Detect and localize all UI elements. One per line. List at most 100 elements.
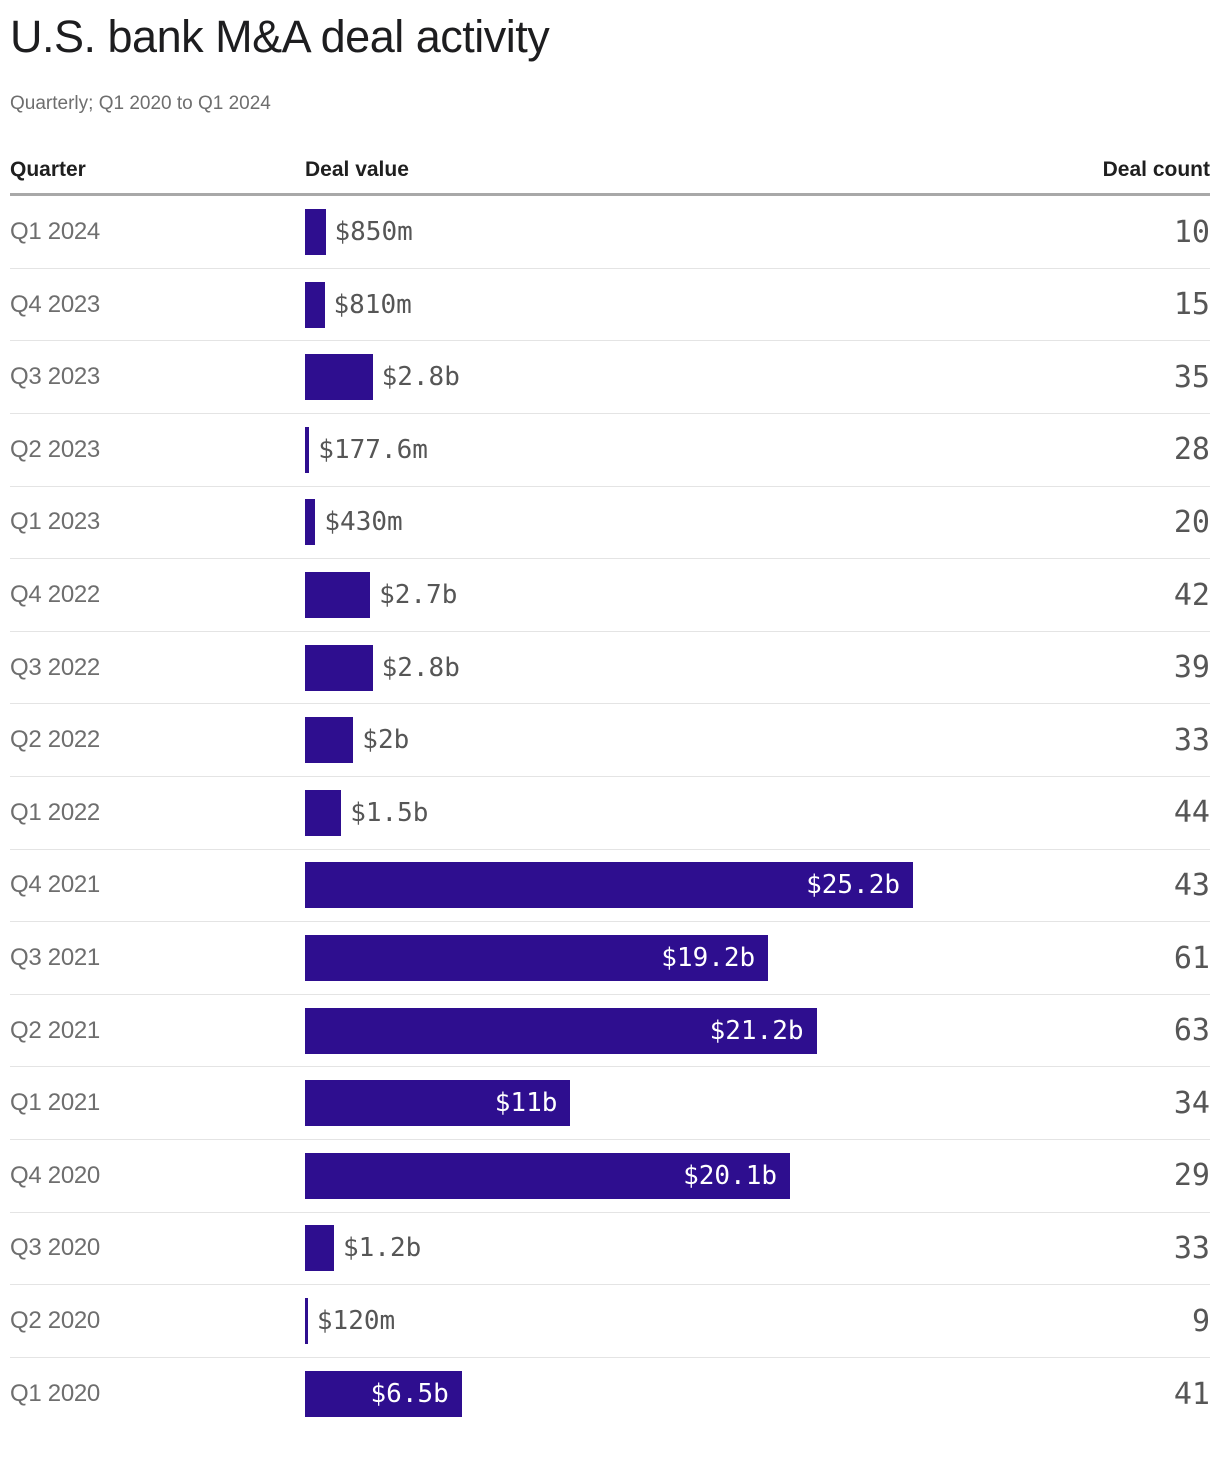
table-row: Q4 2020 $20.1b 29: [10, 1140, 1210, 1213]
deal-count: 41: [1173, 1376, 1210, 1412]
table-row: Q1 2022 $1.5b 44: [10, 777, 1210, 850]
bar-value-label-outside: $1.5b: [350, 797, 429, 828]
deal-count: 29: [1173, 1158, 1210, 1194]
quarter-label: Q2 2023: [10, 435, 100, 463]
table-row: Q4 2021 $25.2b 43: [10, 850, 1210, 923]
table-row: Q1 2021 $11b 34: [10, 1067, 1210, 1141]
deal-count: 42: [1173, 577, 1210, 613]
bar-value-label-outside: $430m: [324, 507, 403, 538]
table-row: Q2 2021 $21.2b 63: [10, 995, 1210, 1068]
deal-value-bar: $20.1b: [305, 1152, 790, 1199]
deal-value-bar: [305, 499, 316, 546]
quarter-label: Q1 2020: [10, 1380, 100, 1408]
deal-value-cell: $2.8b: [305, 354, 1090, 401]
column-header-quarter: Quarter: [10, 158, 86, 182]
table-row: Q4 2023 $810m 15: [10, 269, 1210, 342]
table-row: Q3 2022 $2.8b 39: [10, 632, 1210, 705]
table-row: Q2 2022 $2b 33: [10, 704, 1210, 778]
deal-value-bar: [305, 281, 325, 328]
deal-value-cell: $21.2b: [305, 1007, 1090, 1054]
table-row: Q1 2023 $430m 20: [10, 487, 1210, 560]
page-title: U.S. bank M&A deal activity: [10, 11, 550, 62]
bar-value-label-inside: $19.2b: [661, 943, 756, 974]
bar-value-label-inside: $25.2b: [806, 870, 900, 901]
bar-value-label-outside: $2b: [362, 725, 410, 756]
page-subtitle: Quarterly; Q1 2020 to Q1 2024: [10, 92, 271, 114]
bar-value-label-outside: $177.6m: [318, 434, 428, 465]
deal-value-bar: [305, 354, 373, 401]
deal-count: 28: [1173, 432, 1210, 468]
deal-value-bar: [305, 789, 342, 836]
deal-value-bar: [305, 572, 371, 619]
deal-value-cell: $6.5b: [305, 1371, 1090, 1418]
table-row: Q1 2024 $850m 10: [10, 196, 1210, 269]
table-row: Q4 2022 $2.7b 42: [10, 559, 1210, 632]
deal-value-bar: [305, 644, 373, 691]
deal-value-cell: $850m: [305, 209, 1090, 256]
deal-value-cell: $120m: [305, 1298, 1090, 1344]
bar-value-label-inside: $11b: [494, 1088, 558, 1119]
deal-value-bar: $25.2b: [305, 862, 913, 909]
deal-count: 33: [1173, 722, 1210, 758]
deal-count: 20: [1173, 504, 1210, 540]
deal-value-cell: $25.2b: [305, 862, 1090, 909]
quarter-label: Q3 2020: [10, 1234, 100, 1262]
deal-value-cell: $2.8b: [305, 644, 1090, 691]
deal-value-bar: $11b: [305, 1080, 571, 1127]
bar-value-label-outside: $1.2b: [343, 1233, 422, 1264]
deal-count: 39: [1173, 650, 1210, 686]
deal-value-cell: $810m: [305, 281, 1090, 328]
deal-count: 9: [1191, 1303, 1210, 1339]
deal-value-cell: $19.2b: [305, 935, 1090, 982]
deal-value-bar: [305, 209, 326, 256]
deal-count: 34: [1173, 1085, 1210, 1121]
bar-value-label-inside: $20.1b: [683, 1160, 777, 1191]
quarter-label: Q2 2020: [10, 1307, 100, 1334]
deal-value-bar: [305, 1225, 334, 1272]
bar-value-label-outside: $2.8b: [381, 362, 460, 393]
quarter-label: Q3 2021: [10, 944, 100, 972]
column-header-deal-count: Deal count: [1102, 158, 1210, 182]
bar-value-label-inside: $6.5b: [370, 1379, 449, 1410]
deal-count: 35: [1173, 359, 1210, 395]
deal-value-cell: $1.5b: [305, 789, 1090, 836]
quarter-label: Q2 2021: [10, 1016, 100, 1044]
table-row: Q2 2020 $120m 9: [10, 1285, 1210, 1358]
quarter-label: Q4 2023: [10, 290, 100, 318]
column-header-deal-value: Deal value: [305, 158, 409, 182]
quarter-label: Q3 2022: [10, 653, 100, 681]
bar-value-label-outside: $2.7b: [379, 580, 458, 611]
deal-count: 61: [1173, 940, 1210, 976]
chart-table-body: Q1 2024 $850m 10 Q4 2023 $810m 15 Q3 202…: [10, 196, 1210, 1430]
bar-value-label-outside: $850m: [334, 217, 413, 248]
quarter-label: Q1 2021: [10, 1089, 100, 1117]
deal-value-bar: $19.2b: [305, 935, 769, 982]
table-row: Q3 2023 $2.8b 35: [10, 341, 1210, 415]
deal-value-cell: $20.1b: [305, 1152, 1090, 1199]
deal-value-bar: [305, 717, 354, 764]
deal-value-bar: [305, 1298, 308, 1344]
quarter-label: Q2 2022: [10, 726, 100, 754]
quarter-label: Q4 2022: [10, 581, 100, 609]
deal-value-cell: $1.2b: [305, 1225, 1090, 1272]
quarter-label: Q1 2022: [10, 798, 100, 826]
deal-value-cell: $2.7b: [305, 572, 1090, 619]
deal-value-cell: $430m: [305, 499, 1090, 546]
quarter-label: Q4 2021: [10, 871, 100, 899]
quarter-label: Q4 2020: [10, 1161, 100, 1189]
deal-value-bar: [305, 426, 310, 473]
table-header-row: Quarter Deal value Deal count: [10, 158, 1210, 197]
bar-value-label-outside: $810m: [333, 289, 412, 320]
deal-count: 33: [1173, 1230, 1210, 1266]
bar-value-label-inside: $21.2b: [709, 1015, 804, 1046]
table-row: Q3 2021 $19.2b 61: [10, 922, 1210, 995]
deal-count: 10: [1173, 214, 1210, 250]
quarter-label: Q1 2023: [10, 508, 100, 536]
table-row: Q1 2020 $6.5b 41: [10, 1358, 1210, 1431]
quarter-label: Q3 2023: [10, 363, 100, 391]
bar-value-label-outside: $120m: [316, 1306, 396, 1336]
quarter-label: Q1 2024: [10, 218, 100, 246]
deal-count: 15: [1173, 287, 1210, 323]
deal-value-cell: $177.6m: [305, 426, 1090, 473]
deal-value-cell: $11b: [305, 1080, 1090, 1127]
